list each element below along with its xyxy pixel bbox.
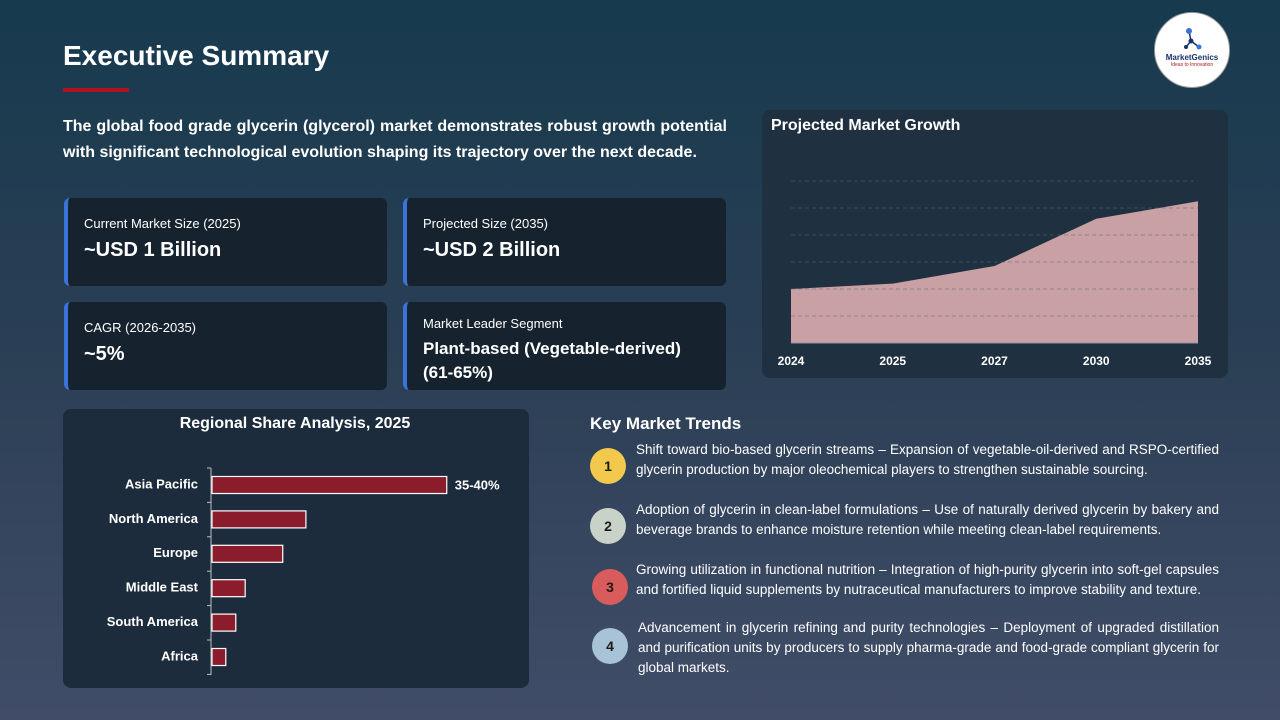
trend-number: 2 — [590, 508, 626, 544]
trend-text: Adoption of glycerin in clean-label form… — [636, 502, 1219, 537]
x-tick-label: 2030 — [1083, 354, 1110, 368]
chart-title: Projected Market Growth — [771, 117, 960, 134]
bar — [211, 475, 448, 495]
y-tick-label: Europe — [153, 545, 198, 560]
trend-text: Growing utilization in functional nutrit… — [636, 562, 1219, 597]
logo-tagline: Ideas to Innovation — [1170, 62, 1214, 68]
stat-card: Projected Size (2035) ~USD 2 Billion — [403, 198, 726, 286]
intro-text: The global food grade glycerin (glycerol… — [63, 118, 727, 161]
bar — [211, 544, 284, 563]
section-title: Key Market Trends — [590, 414, 742, 433]
trend-item: 1 Shift toward bio-based glycerin stream… — [590, 440, 1220, 500]
y-tick-label: North America — [109, 511, 199, 526]
trend-item: 3 Growing utilization in functional nutr… — [590, 560, 1220, 620]
title-underline — [63, 88, 129, 92]
trend-number: 4 — [592, 628, 628, 664]
y-tick-label: Asia Pacific — [125, 476, 198, 491]
logo-icon — [1184, 28, 1202, 50]
area — [791, 201, 1198, 343]
stat-label: Projected Size (2035) — [423, 216, 549, 231]
bar — [211, 613, 237, 632]
bar — [211, 510, 307, 529]
logo-name: MarketGenics — [1165, 53, 1219, 62]
stat-card: Current Market Size (2025) ~USD 1 Billio… — [64, 198, 387, 286]
x-tick-label: 2024 — [778, 354, 805, 368]
trend-number: 3 — [592, 569, 628, 605]
y-tick-label: Middle East — [126, 580, 199, 595]
chart-title: Regional Share Analysis, 2025 — [180, 415, 411, 432]
chart-panel — [63, 409, 529, 688]
stat-card: Market Leader Segment Plant-based (Veget… — [403, 302, 726, 390]
bar — [211, 647, 227, 667]
stat-label: CAGR (2026-2035) — [84, 320, 196, 335]
data-label: 35-40% — [455, 477, 500, 492]
x-tick-label: 2027 — [981, 354, 1008, 368]
trend-item: 2 Adoption of glycerin in clean-label fo… — [590, 500, 1220, 560]
stat-value: ~USD 1 Billion — [84, 239, 222, 261]
stat-value: Plant-based (Vegetable-derived) (61-65%) — [423, 339, 681, 382]
y-tick-label: Africa — [161, 648, 199, 663]
bar — [211, 579, 246, 598]
x-tick-label: 2025 — [879, 354, 906, 368]
stat-value: ~USD 2 Billion — [423, 239, 561, 261]
stat-value: ~5% — [84, 343, 125, 365]
trend-text: Shift toward bio-based glycerin streams … — [636, 442, 1219, 477]
trend-number: 1 — [590, 448, 626, 484]
stat-label: Market Leader Segment — [423, 316, 563, 331]
y-tick-label: South America — [107, 614, 199, 629]
slide-title: Executive Summary — [63, 40, 330, 71]
trend-text: Advancement in glycerin refining and pur… — [638, 620, 1219, 675]
logo: MarketGenics Ideas to Innovation — [1154, 12, 1230, 88]
trend-item: 4 Advancement in glycerin refining and p… — [590, 618, 1220, 678]
stat-card: CAGR (2026-2035) ~5% — [64, 302, 387, 390]
stat-label: Current Market Size (2025) — [84, 216, 241, 231]
x-tick-label: 2035 — [1185, 354, 1212, 368]
